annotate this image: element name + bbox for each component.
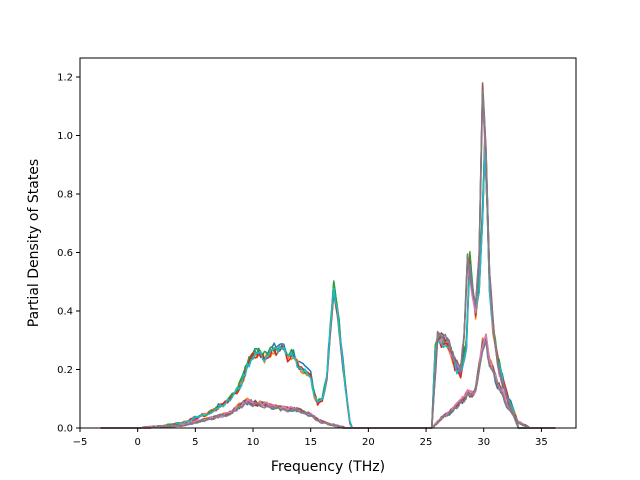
x-tick-label: 25: [420, 437, 433, 448]
x-tick-label: 20: [362, 437, 375, 448]
x-tick-label: 0: [134, 437, 140, 448]
pdos-series-line-low-7: [100, 339, 556, 429]
y-tick-label: 1.0: [57, 131, 73, 142]
y-tick-label: 1.2: [57, 73, 73, 84]
y-axis-label: Partial Density of States: [26, 159, 42, 327]
x-tick-label: 35: [535, 437, 548, 448]
y-tick-label: 0.6: [57, 248, 73, 259]
x-tick-label: 10: [247, 437, 260, 448]
y-tick-label: 0.0: [57, 424, 73, 435]
y-tick-label: 0.2: [57, 365, 73, 376]
x-tick-label: −5: [73, 437, 88, 448]
pdos-series-line-high-4: [100, 148, 556, 429]
y-tick-label: 0.4: [57, 307, 73, 318]
x-axis-ticks: −5 0 5 10 15 20 25 30 35: [73, 428, 548, 448]
axes-frame: [79, 57, 577, 429]
pdos-series-line-mid-3: [431, 89, 520, 429]
x-axis-label: Frequency (THz): [271, 459, 385, 475]
x-tick-label: 5: [192, 437, 198, 448]
y-tick-label: 0.8: [57, 190, 73, 201]
x-tick-label: 30: [477, 437, 490, 448]
plot-lines: [100, 82, 556, 429]
x-tick-label: 15: [304, 437, 317, 448]
y-axis-ticks: 0.0 0.2 0.4 0.6 0.8 1.0 1.2: [57, 73, 80, 435]
